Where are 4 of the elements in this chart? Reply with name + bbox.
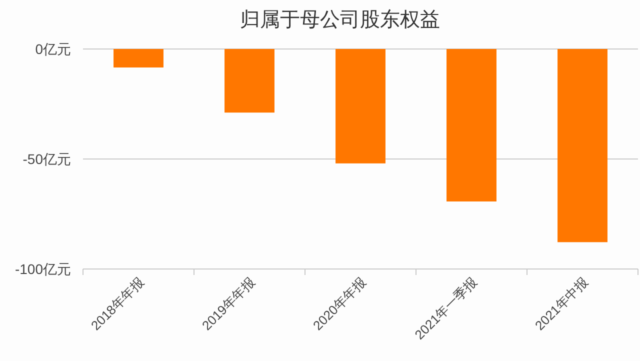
y-tick-label: -50亿元 bbox=[22, 151, 71, 167]
y-tick-label: 0亿元 bbox=[35, 41, 71, 57]
y-tick-label: -100亿元 bbox=[14, 261, 71, 277]
chart-title: 归属于母公司股东权益 bbox=[240, 9, 440, 31]
